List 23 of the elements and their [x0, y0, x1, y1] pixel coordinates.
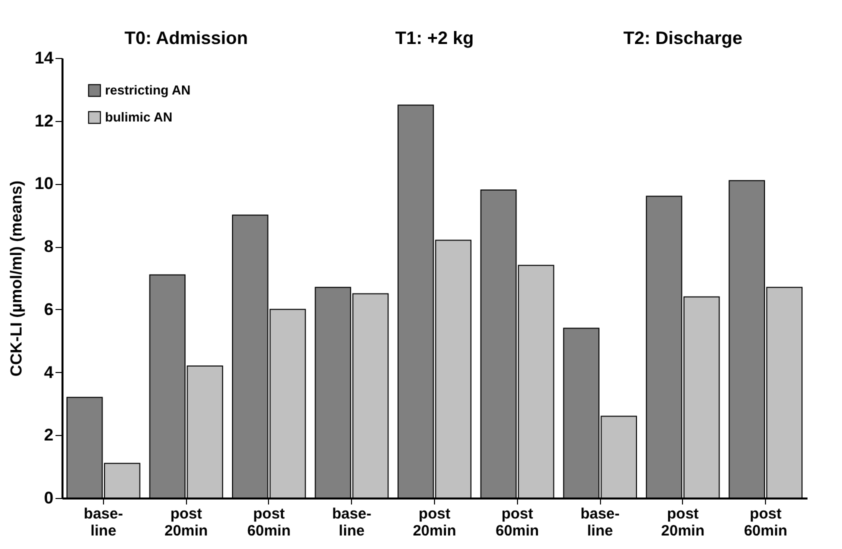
y-tick-label: 8	[44, 237, 54, 256]
x-tick-label: post 20min	[661, 506, 705, 540]
x-tick-label: post 60min	[496, 506, 539, 540]
legend-label: bulimic AN	[105, 110, 172, 124]
y-tick-label: 2	[44, 426, 54, 445]
y-axis-title: CCK-LI (µmol/ml) (means)	[8, 180, 26, 376]
text: T1: +2 kg	[395, 28, 474, 48]
y-tick-label: 4	[44, 362, 54, 382]
x-tick-label: base- line	[332, 506, 372, 540]
x-tick-label: post 20min	[412, 506, 456, 540]
x-tick-label: post 60min	[744, 506, 788, 540]
y-tick-label: 14	[34, 48, 54, 68]
y-tick-label: 0	[44, 488, 54, 508]
x-tick-label: post 20min	[164, 506, 208, 540]
text: T2: Discharge	[623, 28, 742, 48]
text: T0: Admission	[124, 28, 248, 48]
x-tick-label: base- line	[84, 506, 123, 540]
y-tick-label: 6	[44, 300, 54, 319]
x-tick-label: post 60min	[247, 506, 291, 540]
legend-label: restricting AN	[105, 82, 190, 98]
x-tick-label: base- line	[580, 506, 620, 540]
y-tick-label: 10	[34, 174, 54, 194]
y-tick-label: 12	[34, 111, 54, 130]
